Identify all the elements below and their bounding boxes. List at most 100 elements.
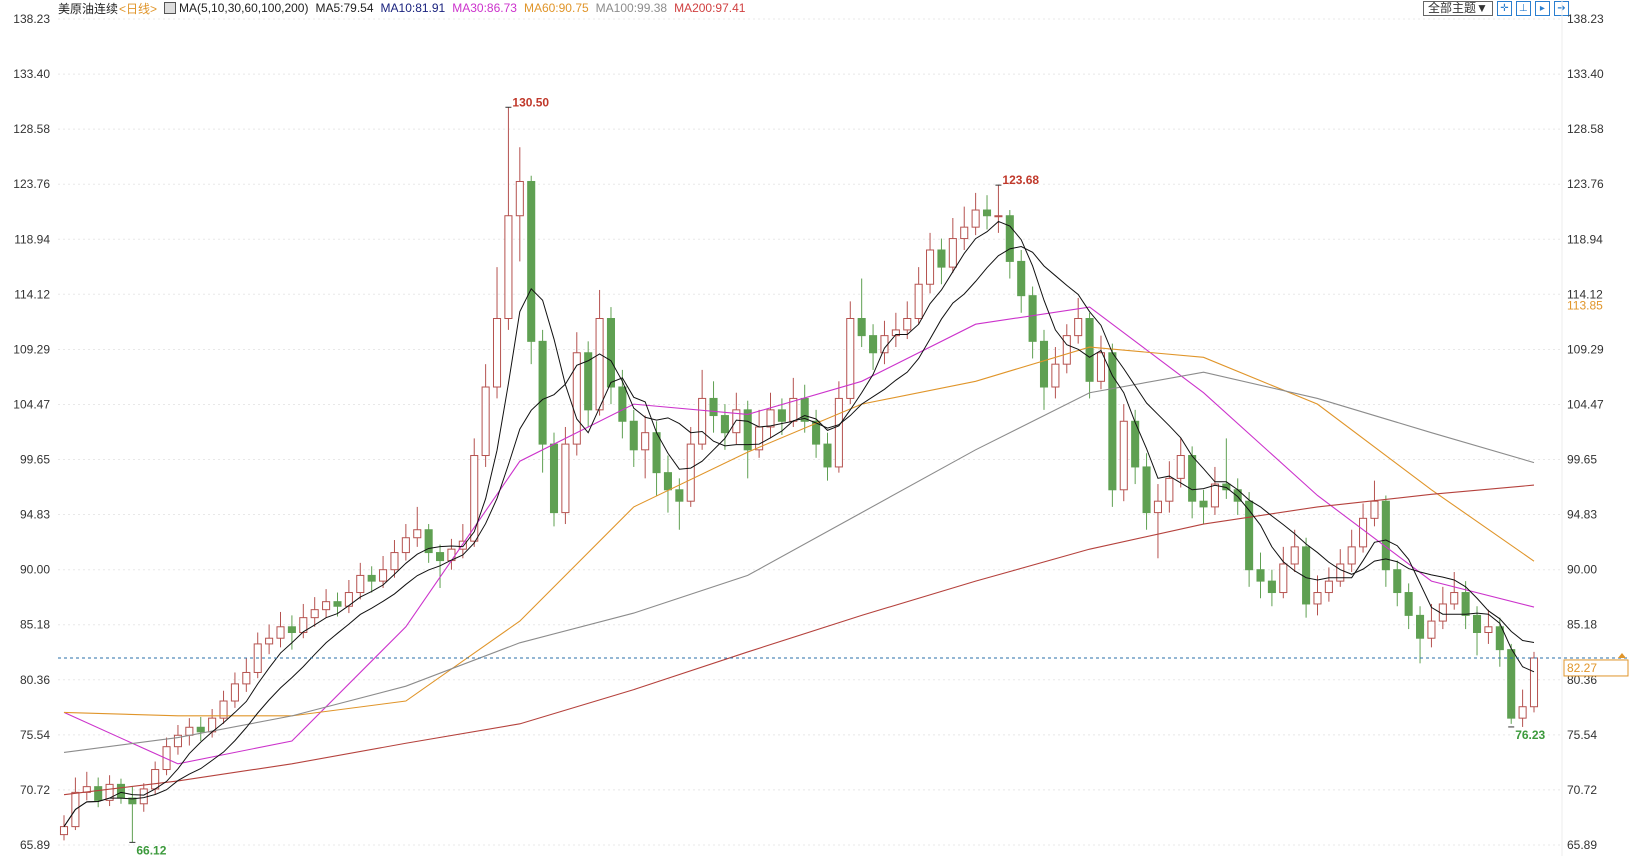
candle-body: [1108, 352, 1117, 491]
candle-body: [322, 601, 331, 611]
candle-body: [1165, 477, 1174, 502]
candle-body: [538, 340, 547, 445]
candle-body: [481, 386, 490, 457]
y-tick-left: 70.72: [20, 783, 50, 797]
candle-body: [219, 700, 228, 719]
marker-price-label: 113.85: [1567, 298, 1603, 312]
y-tick-left: 104.47: [13, 397, 50, 411]
ma100-value: MA100:99.38: [595, 1, 668, 15]
y-tick-right: 94.83: [1567, 508, 1597, 522]
candle-body: [857, 318, 866, 337]
y-tick-right: 123.76: [1567, 177, 1604, 191]
candle-body: [94, 786, 103, 801]
candle-body: [401, 537, 410, 554]
candle-body: [116, 783, 126, 799]
candle-body: [834, 397, 843, 468]
candle-body: [1472, 614, 1482, 634]
theme-dropdown[interactable]: 全部主题▼: [1423, 1, 1493, 16]
candle-body: [1336, 563, 1345, 582]
candle-body: [276, 626, 285, 639]
y-tick-left: 133.40: [13, 67, 50, 81]
candle-body: [1096, 352, 1106, 382]
y-tick-left: 65.89: [20, 838, 50, 852]
y-tick-left: 118.94: [14, 232, 50, 246]
zoom-left-icon[interactable]: ▸: [1534, 1, 1550, 16]
candle-body: [151, 769, 160, 790]
candle-body: [1450, 592, 1459, 605]
candle-body: [1529, 657, 1539, 708]
candle-body: [994, 215, 1003, 218]
candle-body: [572, 352, 581, 445]
candle-body: [606, 318, 616, 388]
y-tick-left: 138.23: [13, 12, 50, 26]
y-tick-right: 128.58: [1567, 122, 1604, 136]
candle-body: [812, 420, 821, 445]
ma10-value: MA10:81.91: [380, 1, 446, 15]
candle-body: [766, 409, 775, 428]
candle-body: [663, 472, 672, 491]
ma10-line: [63, 246, 1535, 827]
zoom-range-icon[interactable]: ⊥: [1515, 1, 1531, 16]
candle-body: [265, 637, 274, 645]
candle-body: [1324, 580, 1333, 594]
candle-body: [458, 540, 467, 550]
candle-body: [379, 569, 388, 582]
candle-body: [527, 180, 536, 342]
candle-body: [1279, 563, 1288, 594]
candle-body: [1495, 626, 1504, 651]
candle-body: [1005, 215, 1014, 262]
scroll-right-icon[interactable]: ➔: [1553, 1, 1569, 16]
y-tick-right: 85.18: [1567, 618, 1597, 632]
last-price-box: [1563, 659, 1629, 677]
y-tick-right: 65.89: [1567, 838, 1597, 852]
candle-body: [686, 443, 695, 502]
candle-body: [823, 443, 832, 468]
candle-body: [652, 432, 661, 474]
candle-body: [1313, 592, 1322, 605]
candle-body: [1507, 649, 1516, 719]
ma200-value: MA200:97.41: [674, 1, 746, 15]
candle-body: [356, 574, 365, 594]
candle-body: [641, 432, 650, 451]
candle-body: [926, 249, 935, 285]
candle-body: [777, 409, 786, 422]
candle-body: [1245, 500, 1254, 571]
period-selector[interactable]: <日线>: [119, 1, 158, 16]
candle-body: [595, 318, 604, 411]
candle-body: [1290, 546, 1299, 565]
y-tick-left: 114.12: [14, 287, 50, 301]
candle-body: [1416, 614, 1425, 639]
high-label: 130.50: [512, 95, 549, 109]
candle-body: [743, 409, 752, 451]
candle-body: [549, 443, 559, 514]
candle-body: [903, 318, 912, 331]
candle-body: [1085, 318, 1094, 382]
crosshair-icon[interactable]: ✛: [1496, 1, 1512, 16]
candle-body: [1427, 620, 1436, 639]
y-tick-right: 75.54: [1567, 728, 1597, 742]
price-alert-icon: [1618, 652, 1626, 658]
candle-body: [618, 386, 627, 422]
candle-body: [1256, 569, 1265, 582]
candle-body: [1210, 483, 1219, 508]
candle-body: [1404, 592, 1413, 616]
symbol-name: 美原油连续: [58, 1, 119, 16]
candle-body: [629, 420, 638, 451]
candle-body: [333, 601, 342, 607]
ma60-value: MA60:90.75: [523, 1, 589, 15]
candle-body: [413, 529, 422, 539]
candle-body: [846, 318, 855, 399]
candle-body: [1461, 592, 1470, 616]
y-tick-left: 123.76: [13, 177, 50, 191]
y-tick-right: 133.40: [1567, 67, 1604, 81]
candle-body: [1176, 455, 1185, 479]
ma-settings-icon[interactable]: [164, 2, 177, 14]
candle-body: [1199, 500, 1208, 508]
y-tick-right: 70.72: [1567, 783, 1597, 797]
ma-params: MA(5,10,30,60,100,200): [179, 1, 309, 15]
candle-body: [869, 335, 878, 354]
candle-body: [880, 335, 889, 354]
ma5-value: MA5:79.54: [315, 1, 374, 15]
candle-body: [914, 283, 923, 320]
